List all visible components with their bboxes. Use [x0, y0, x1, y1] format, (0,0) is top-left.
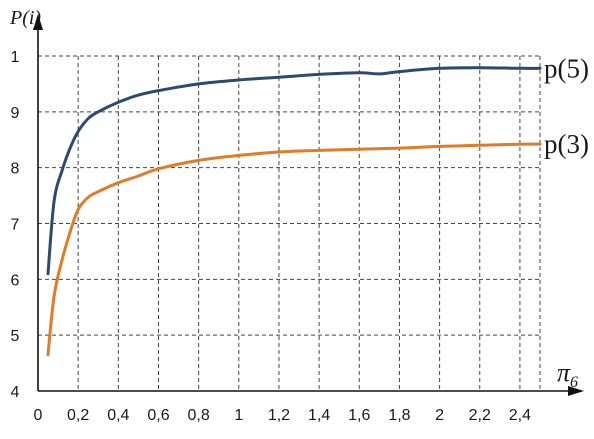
- x-tick-label: 0,2: [67, 407, 89, 424]
- x-tick-label: 1: [234, 407, 243, 424]
- x-axis-title-subscript: 6: [570, 374, 578, 391]
- series: [46, 66, 542, 357]
- tick-labels: 0 0,2 0,4 0,6 0,8 1 1,2 1,4 1,6 1,8 2 2,2 2,4 4 5 6 7 8 9 1: [11, 49, 532, 424]
- y-tick-label: 1: [11, 49, 20, 66]
- y-axis-arrow: [33, 14, 43, 30]
- y-tick-label: 4: [11, 384, 20, 401]
- y-tick-label: 6: [11, 272, 20, 289]
- x-axis-title: π6: [557, 358, 578, 391]
- x-tick-label: 1,4: [308, 407, 330, 424]
- y-tick-label: 5: [11, 328, 20, 345]
- x-tick-label: 2,2: [469, 407, 491, 424]
- series-line-p5: [46, 66, 542, 276]
- series-line-p3: [46, 142, 542, 357]
- x-tick-label: 0: [34, 407, 43, 424]
- x-tick-label: 1,6: [348, 407, 370, 424]
- y-tick-label: 9: [11, 105, 20, 122]
- grid: [38, 55, 541, 391]
- x-tick-label: 0,8: [188, 407, 210, 424]
- series-label-p3: p(3): [544, 129, 589, 159]
- x-tick-label: 1,2: [268, 407, 290, 424]
- x-axis-title-symbol: π: [557, 358, 571, 387]
- x-axis-arrow: [568, 386, 584, 396]
- axes: [33, 14, 584, 396]
- x-tick-label: 1,8: [388, 407, 410, 424]
- series-label-p5: p(5): [544, 53, 589, 83]
- series-labels: p(5) p(3): [544, 53, 589, 159]
- x-tick-label: 0,6: [147, 407, 169, 424]
- y-tick-label: 8: [11, 161, 20, 178]
- x-tick-label: 2: [435, 407, 444, 424]
- y-axis-title: P(i): [9, 7, 41, 29]
- x-tick-label: 2,4: [509, 407, 531, 424]
- x-tick-label: 0,4: [107, 407, 129, 424]
- y-tick-label: 7: [11, 217, 20, 234]
